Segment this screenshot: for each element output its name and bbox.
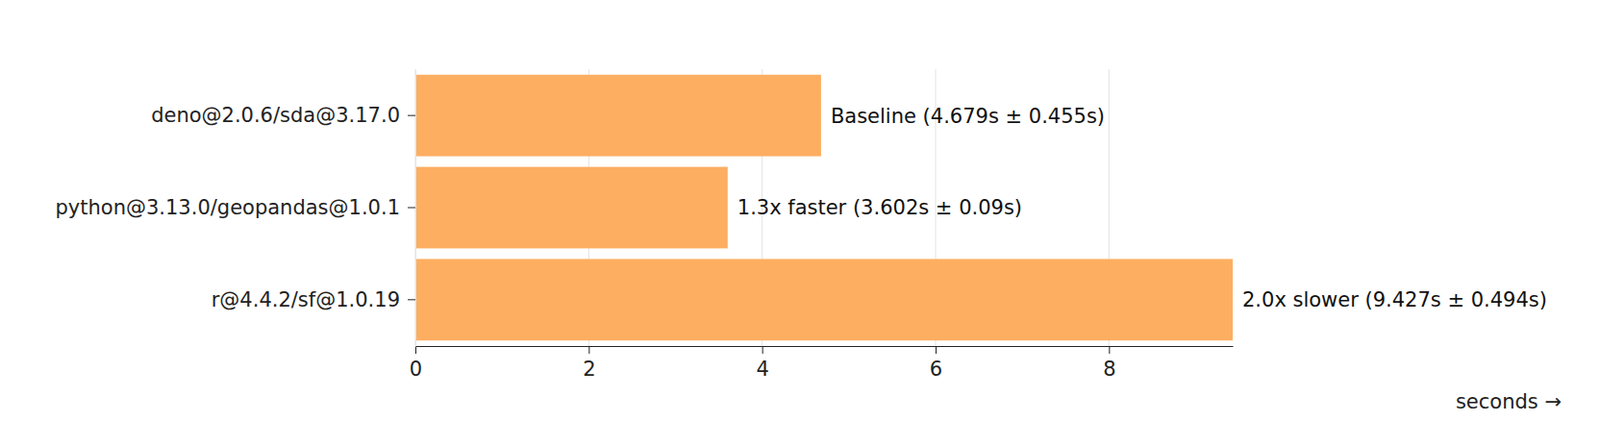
x-tick-mark	[415, 346, 417, 354]
x-tick: 6	[929, 346, 943, 381]
x-tick: 0	[409, 346, 423, 381]
x-tick-label: 0	[409, 357, 423, 381]
y-tick-label: deno@2.0.6/sda@3.17.0	[150, 103, 400, 127]
x-tick-label: 8	[1102, 357, 1116, 381]
x-tick: 8	[1102, 346, 1116, 381]
x-tick-mark	[588, 346, 590, 354]
data-labels: Baseline (4.679s ± 0.455s) 1.3x faster (3…	[737, 104, 1548, 313]
data-label: 2.0x slower (9.427s ± 0.494s)	[1242, 288, 1548, 312]
bar	[415, 167, 728, 250]
data-label: 1.3x faster (3.602s ± 0.09s)	[737, 196, 1023, 220]
bar	[415, 75, 822, 157]
x-tick-mark	[762, 346, 764, 354]
data-label: Baseline (4.679s ± 0.455s)	[830, 104, 1105, 128]
x-tick-label: 6	[929, 357, 943, 381]
x-axis: 0 2 4 6 8	[409, 346, 1234, 381]
y-tick-mark	[407, 207, 416, 209]
y-tick-label: r@4.4.2/sf@1.0.19	[211, 288, 400, 312]
bars	[415, 75, 1233, 341]
y-tick: python@3.13.0/geopandas@1.0.1	[54, 196, 416, 220]
bar	[415, 258, 1233, 341]
x-axis-title: seconds →	[1455, 390, 1562, 414]
y-tick-mark	[407, 299, 416, 300]
chart: 0 2 4 6 8 deno@2.0.6/sda@3.17.0 python@3.13.0/…	[0, 0, 1600, 446]
y-axis-line	[415, 70, 417, 348]
y-tick: deno@2.0.6/sda@3.17.0	[150, 103, 416, 127]
y-axis: deno@2.0.6/sda@3.17.0 python@3.13.0/geopa…	[54, 70, 416, 348]
x-tick-mark	[935, 346, 937, 354]
plot: 0 2 4 6 8 deno@2.0.6/sda@3.17.0 python@3.13.0/…	[54, 69, 1548, 381]
x-tick: 2	[582, 346, 596, 381]
y-tick-label: python@3.13.0/geopandas@1.0.1	[54, 196, 400, 220]
x-tick-label: 4	[755, 357, 769, 381]
x-tick: 4	[755, 346, 769, 381]
y-tick-mark	[407, 115, 416, 117]
x-axis-line	[416, 346, 1234, 348]
y-tick: r@4.4.2/sf@1.0.19	[211, 288, 416, 312]
x-tick-mark	[1108, 346, 1110, 354]
x-tick-label: 2	[582, 357, 596, 381]
